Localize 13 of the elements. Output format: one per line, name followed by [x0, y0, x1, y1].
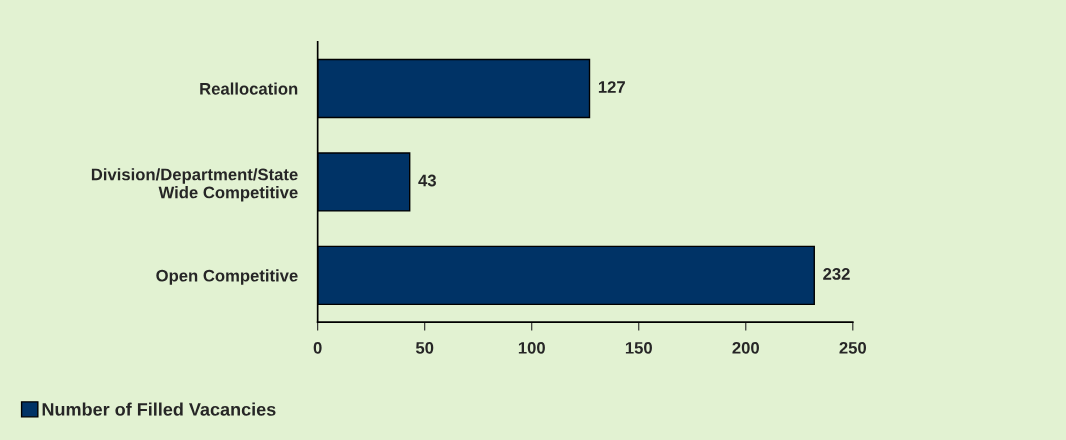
- data-label: 232: [823, 268, 850, 280]
- data-label: 43: [418, 174, 436, 187]
- x-tick-label: 150: [625, 341, 652, 354]
- x-tick-label: 100: [518, 341, 545, 354]
- y-tick-label: Open Competitive: [156, 269, 298, 285]
- legend-label: Number of Filled Vacancies: [42, 402, 276, 416]
- y-tick-label: Division/Department/State Wide Competitive: [91, 168, 298, 202]
- y-tick-label: Reallocation: [200, 82, 298, 95]
- data-label: 127: [598, 81, 625, 93]
- x-tick-label: 200: [732, 341, 759, 354]
- x-tick-label: 250: [839, 341, 867, 354]
- x-tick-label: 0: [313, 341, 322, 354]
- x-tick-label: 50: [415, 341, 434, 354]
